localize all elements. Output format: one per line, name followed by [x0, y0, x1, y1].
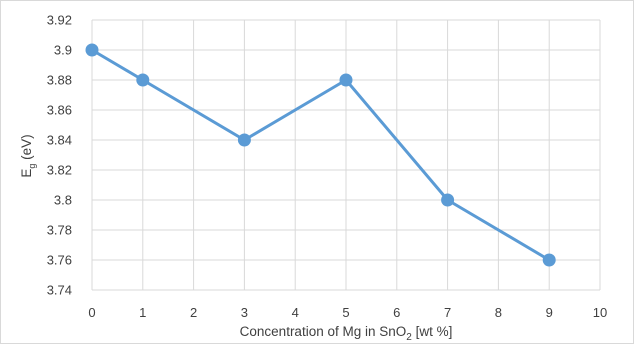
- x-tick-labels: 0 1 2 3 4 5 6 7 8 9 10: [88, 305, 607, 320]
- data-point: [542, 253, 556, 267]
- y-tick-label: 3.92: [47, 13, 72, 28]
- y-tick-label: 3.8: [54, 193, 72, 208]
- data-point: [136, 73, 150, 87]
- y-tick-label: 3.82: [47, 163, 72, 178]
- data-point: [85, 43, 99, 57]
- y-axis-title: Eg (eV): [19, 134, 37, 177]
- y-tick-label: 3.9: [54, 43, 72, 58]
- x-tick-label: 10: [593, 305, 607, 320]
- y-axis-title-unit: (eV): [19, 134, 34, 163]
- x-tick-label: 6: [393, 305, 400, 320]
- data-point: [237, 133, 251, 147]
- gridlines: [91, 19, 601, 291]
- series-eg: [85, 43, 556, 267]
- y-tick-labels: 3.74 3.76 3.78 3.8 3.82 3.84 3.86 3.88 3.9 3.92: [47, 13, 72, 298]
- data-point: [339, 73, 353, 87]
- x-tick-label: 8: [495, 305, 502, 320]
- x-tick-label: 5: [342, 305, 349, 320]
- x-tick-label: 3: [241, 305, 248, 320]
- x-tick-label: 0: [88, 305, 95, 320]
- y-axis-title-subscript: g: [27, 164, 37, 169]
- x-tick-label: 1: [139, 305, 146, 320]
- x-tick-label: 7: [444, 305, 451, 320]
- x-tick-label: 9: [546, 305, 553, 320]
- y-tick-label: 3.88: [47, 73, 72, 88]
- x-axis-title-main: Concentration of Mg in SnO: [240, 324, 407, 339]
- x-tick-label: 4: [292, 305, 299, 320]
- data-point: [441, 193, 455, 207]
- y-axis-title-main: E: [19, 169, 34, 178]
- y-tick-label: 3.76: [47, 253, 72, 268]
- y-tick-label: 3.74: [47, 283, 72, 298]
- y-tick-label: 3.86: [47, 103, 72, 118]
- x-axis-title-unit: [wt %]: [412, 324, 453, 339]
- x-axis-title-subscript: 2: [406, 332, 412, 343]
- y-tick-label: 3.78: [47, 223, 72, 238]
- x-axis-title: Concentration of Mg in SnO2 [wt %]: [240, 324, 453, 343]
- y-tick-label: 3.84: [47, 133, 72, 148]
- x-tick-label: 2: [190, 305, 197, 320]
- series-line: [90, 48, 551, 262]
